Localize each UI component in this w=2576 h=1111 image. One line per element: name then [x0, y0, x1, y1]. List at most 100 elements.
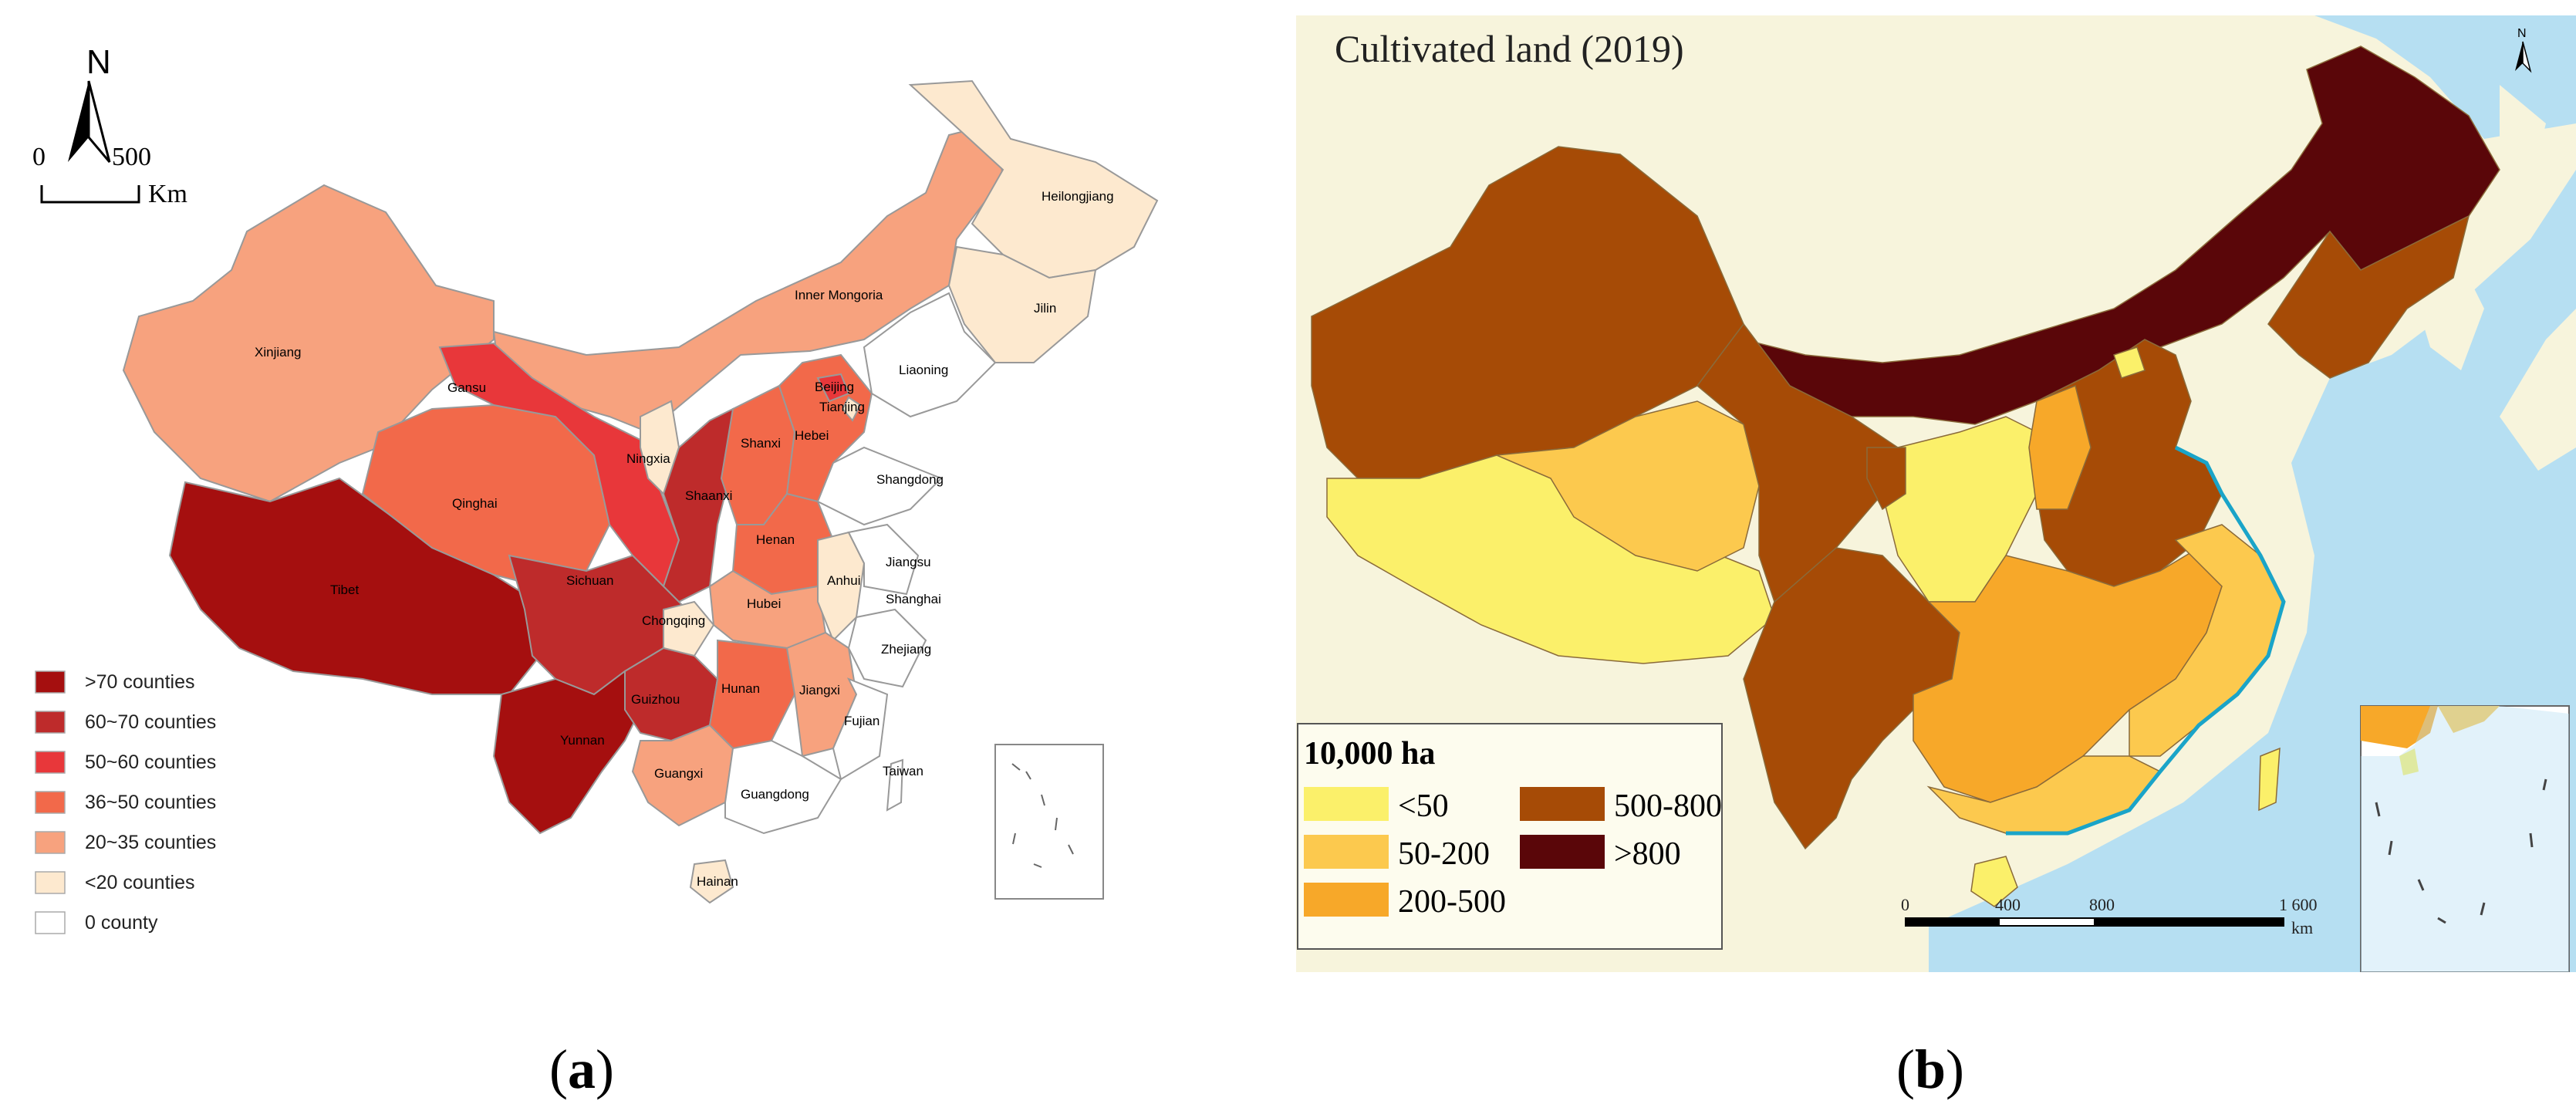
label-liaoning: Liaoning — [899, 363, 948, 377]
label-hubei: Hubei — [747, 596, 781, 611]
province-qinghai — [361, 404, 611, 588]
region-beijing-b — [2113, 346, 2146, 379]
province-heilongjiang — [908, 79, 1159, 279]
svg-text:N: N — [2517, 27, 2527, 40]
legend-a-label: 20~35 counties — [85, 832, 216, 853]
scale-bar: 0 500 Km — [32, 143, 187, 208]
legend-a-swatch — [35, 670, 66, 694]
legend-a-swatch — [35, 871, 66, 894]
label-beijing: Beijing — [815, 380, 854, 394]
north-arrow-icon: N — [68, 43, 111, 163]
label-hainan: Hainan — [697, 874, 738, 889]
label-hunan: Hunan — [721, 681, 760, 696]
label-henan: Henan — [756, 532, 795, 547]
legend-b: 10,000 ha <50 50-200 200-500 500-800 >800 — [1297, 723, 1723, 950]
legend-a-label: 36~50 counties — [85, 792, 216, 813]
label-jiangsu: Jiangsu — [886, 555, 931, 569]
panel-b-caption-letter: b — [1914, 1038, 1946, 1100]
label-guangdong: Guangdong — [741, 787, 809, 802]
map-title: Cultivated land (2019) — [1335, 27, 1684, 70]
label-tibet: Tibet — [330, 583, 359, 597]
scale-b-unit: km — [2291, 918, 2313, 937]
legend-a-swatch — [35, 791, 66, 814]
region-sichuan-b — [1743, 547, 1960, 850]
province-liaoning — [863, 292, 997, 418]
north-arrow-icon: N — [2515, 27, 2532, 73]
label-guizhou: Guizhou — [631, 692, 680, 707]
legend-b-swatch — [1304, 883, 1389, 917]
label-chongqing: Chongqing — [642, 613, 705, 628]
province-chongqing — [663, 600, 715, 657]
panel-b-map: Cultivated land (2019) N 10,000 ha <50 50… — [1296, 15, 2576, 972]
legend-a-swatch — [35, 911, 66, 934]
province-beijing — [816, 373, 850, 403]
label-jilin: Jilin — [1034, 301, 1056, 316]
legend-b-label: <50 — [1398, 789, 1449, 824]
label-tianjing: Tianjing — [819, 400, 865, 414]
label-yunnan: Yunnan — [560, 733, 605, 748]
label-jiangxi: Jiangxi — [799, 683, 840, 697]
north-label: N — [86, 43, 111, 81]
legend-a-label: 0 county — [85, 912, 158, 934]
legend-a-swatch — [35, 751, 66, 774]
province-shangdong — [816, 446, 943, 526]
label-taiwan: Taiwan — [883, 764, 923, 778]
label-ningxia: Ningxia — [626, 451, 670, 466]
label-xinjiang: Xinjiang — [255, 345, 302, 360]
label-shanxi: Shanxi — [741, 436, 781, 451]
legend-b-swatch — [1520, 835, 1605, 869]
japan-land — [2500, 309, 2576, 471]
label-fujian: Fujian — [844, 714, 879, 728]
label-anhui: Anhui — [827, 573, 860, 588]
legend-a-swatch — [35, 831, 66, 854]
panel-a-caption: (a) — [549, 1038, 614, 1100]
panel-a-caption-letter: a — [567, 1038, 596, 1100]
province-shapes — [122, 79, 1159, 904]
label-zhejiang: Zhejiang — [881, 642, 931, 657]
province-taiwan — [886, 758, 904, 812]
scale-unit-label: Km — [148, 180, 187, 208]
label-inner-mongolia: Inner Mongoria — [795, 288, 883, 302]
region-taiwan-b — [2258, 747, 2281, 812]
legend-a: >70 counties 60~70 counties 50~60 counties… — [35, 670, 216, 934]
label-heilongjiang: Heilongjiang — [1042, 189, 1114, 204]
scale-end-label: 500 — [112, 143, 151, 171]
province-tianjing — [841, 396, 862, 422]
scale-b-tick-label: 1 600 — [2279, 895, 2318, 914]
province-jilin — [947, 245, 1097, 363]
province-hainan — [689, 859, 734, 904]
label-guangxi: Guangxi — [654, 766, 703, 781]
scale-b-tick-label: 400 — [1995, 895, 2021, 914]
legend-a-label: <20 counties — [85, 872, 194, 893]
legend-a-label: >70 counties — [85, 671, 194, 693]
legend-b-swatch — [1304, 787, 1389, 821]
legend-b-label: >800 — [1614, 836, 1681, 872]
scale-start-label: 0 — [32, 143, 46, 171]
legend-b-swatch — [1304, 835, 1389, 869]
scale-bar-b: 0 400 800 1 600 km — [1901, 895, 2318, 937]
legend-a-swatch — [35, 711, 66, 734]
label-gansu: Gansu — [447, 380, 486, 395]
label-qinghai: Qinghai — [452, 496, 498, 511]
island-land — [2500, 85, 2546, 185]
legend-b-label: 50-200 — [1398, 836, 1490, 872]
legend-b-label: 500-800 — [1614, 789, 1722, 824]
legend-b-title: 10,000 ha — [1304, 736, 1435, 772]
legend-a-label: 50~60 counties — [85, 751, 216, 773]
scale-b-tick-label: 0 — [1901, 895, 1909, 914]
label-shaanxi: Shaanxi — [685, 488, 732, 503]
region-shanxi-b — [2028, 384, 2092, 510]
south-sea-inset-b — [2360, 705, 2570, 972]
label-shanghai: Shanghai — [886, 592, 941, 606]
province-yunnan — [492, 670, 642, 835]
label-shangdong: Shangdong — [876, 472, 944, 487]
south-sea-inset — [994, 744, 1104, 900]
province-shapes-b — [1311, 46, 2500, 907]
panel-b-caption: (b) — [1896, 1038, 1965, 1100]
coastline — [2006, 445, 2286, 836]
region-hainan-b — [1970, 856, 2018, 907]
legend-b-label: 200-500 — [1398, 884, 1506, 920]
province-guangdong — [724, 739, 842, 835]
province-jiangsu — [847, 523, 920, 596]
region-ningxia-b — [1866, 447, 1906, 511]
